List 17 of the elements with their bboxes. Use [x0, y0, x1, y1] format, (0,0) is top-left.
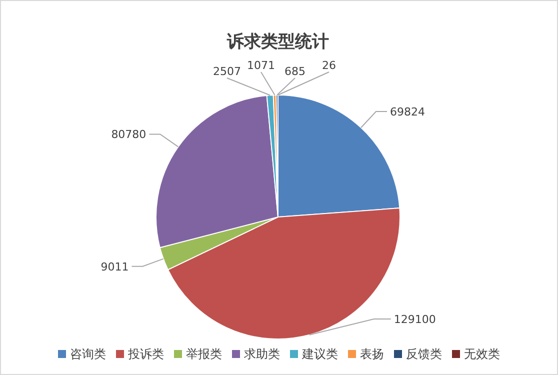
data-label: 2507: [213, 65, 241, 78]
data-label: 9011: [100, 260, 129, 274]
legend-label: 咨询类: [70, 347, 106, 361]
legend-label: 求助类: [244, 347, 280, 361]
data-label: 80780: [111, 128, 146, 142]
data-label: 69824: [390, 106, 426, 119]
data-label: 685: [284, 65, 306, 78]
legend-label: 表扬: [360, 347, 384, 361]
chart-title: 诉求类型统计: [226, 32, 329, 52]
legend-label: 举报类: [186, 347, 222, 361]
data-label: 26: [322, 59, 336, 72]
legend-label: 投诉类: [127, 347, 164, 361]
legend-label: 反馈类: [406, 347, 442, 361]
legend-label: 建议类: [301, 347, 338, 361]
data-label: 129100: [394, 313, 436, 326]
legend-label: 无效类: [464, 347, 500, 361]
data-label: 1071: [247, 59, 275, 72]
